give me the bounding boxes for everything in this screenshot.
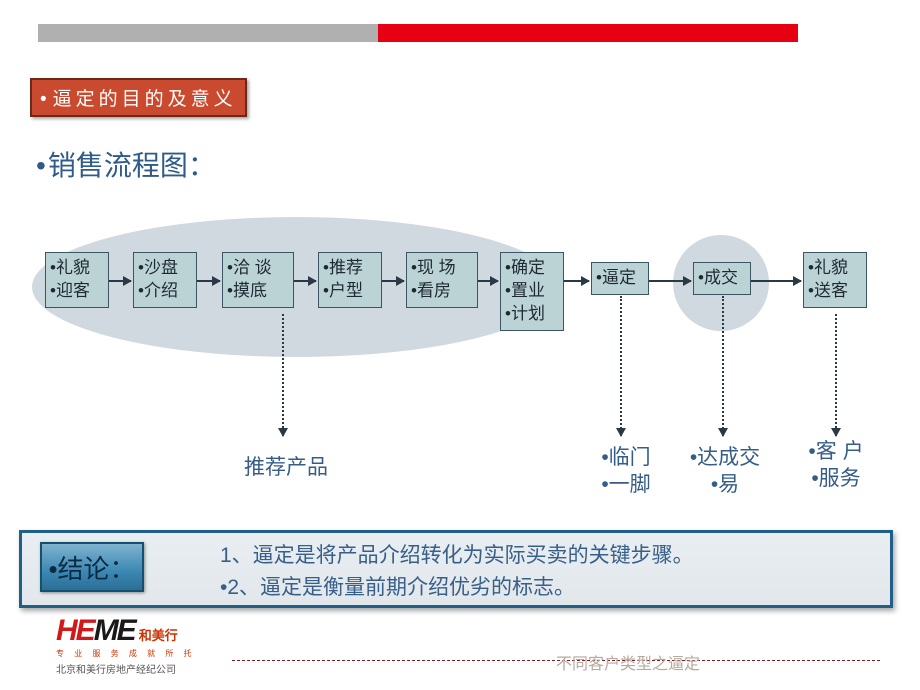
section-badge: 逼定的目的及意义 bbox=[30, 78, 247, 117]
brand-logo: HEME 和美行 专 业 服 务 成 就 所 托 北京和美行房地产经纪公司 bbox=[56, 614, 196, 676]
flow-node-5: 确定置业计划 bbox=[500, 252, 564, 331]
logo-tagline: 专 业 服 务 成 就 所 托 bbox=[56, 648, 196, 659]
header-bar-red bbox=[378, 24, 798, 42]
conclusion-chip-text: •结论： bbox=[48, 549, 135, 586]
annotation-1: 临门一脚 bbox=[586, 444, 666, 499]
footer-caption: 不同客户类型之逼定 bbox=[556, 650, 700, 674]
annotation-line: 服务 bbox=[796, 465, 876, 492]
conclusion-chip: •结论： bbox=[40, 542, 144, 592]
flow-node-line: 户型 bbox=[323, 280, 377, 303]
flow-node-8: 礼貌送客 bbox=[803, 252, 867, 308]
flow-node-6: 逼定 bbox=[591, 262, 649, 295]
flow-node-line: 沙盘 bbox=[138, 257, 192, 280]
annotation-0: 推荐产品 bbox=[236, 454, 336, 481]
dash-down-2 bbox=[722, 296, 724, 436]
group-ellipse-1 bbox=[32, 217, 560, 357]
conclusion-line: 1、逼定是将产品介绍转化为实际买卖的关键步骤。 bbox=[220, 540, 694, 572]
flow-node-line: 推荐 bbox=[323, 257, 377, 280]
conclusion-line: 2、逼定是衡量前期介绍优劣的标志。 bbox=[220, 572, 694, 604]
annotation-line: 易 bbox=[680, 471, 770, 498]
flow-node-line: 送客 bbox=[808, 280, 862, 303]
annotation-line: 客 户 bbox=[796, 438, 876, 465]
arrow-right-0 bbox=[109, 280, 131, 282]
header-bar-gray bbox=[38, 24, 378, 42]
annotation-2: 达成交易 bbox=[680, 444, 770, 499]
flow-node-line: 逼定 bbox=[596, 267, 644, 290]
flow-title: 销售流程图： bbox=[36, 144, 216, 184]
flow-node-4: 现 场看房 bbox=[406, 252, 478, 308]
flow-node-line: 确定 bbox=[505, 257, 559, 280]
annotation-3: 客 户服务 bbox=[796, 438, 876, 493]
flow-node-line: 现 场 bbox=[411, 257, 473, 280]
annotation-line: 一脚 bbox=[586, 471, 666, 498]
flow-node-2: 洽 谈摸底 bbox=[222, 252, 294, 308]
flow-node-line: 介绍 bbox=[138, 280, 192, 303]
arrow-right-6 bbox=[649, 280, 691, 282]
logo-wordmark: HEME 和美行 bbox=[56, 614, 196, 648]
flow-node-0: 礼貌迎客 bbox=[45, 252, 109, 308]
arrow-right-3 bbox=[382, 280, 404, 282]
flow-node-line: 看房 bbox=[411, 280, 473, 303]
flow-node-1: 沙盘介绍 bbox=[133, 252, 197, 308]
dash-down-3 bbox=[835, 314, 837, 436]
flow-node-line: 洽 谈 bbox=[227, 257, 289, 280]
flow-node-line: 礼貌 bbox=[50, 257, 104, 280]
flow-node-line: 置业 bbox=[505, 280, 559, 303]
flow-node-3: 推荐户型 bbox=[318, 252, 382, 308]
annotation-line: 临门 bbox=[586, 444, 666, 471]
flow-node-line: 成交 bbox=[698, 267, 746, 290]
logo-company: 北京和美行房地产经纪公司 bbox=[56, 661, 196, 676]
logo-cn: 和美行 bbox=[139, 628, 178, 643]
dash-down-0 bbox=[282, 314, 284, 436]
annotation-line: 达成交 bbox=[680, 444, 770, 471]
section-badge-text: 逼定的目的及意义 bbox=[40, 89, 237, 110]
flow-node-line: 摸底 bbox=[227, 280, 289, 303]
arrow-right-2 bbox=[294, 280, 316, 282]
logo-he: HE bbox=[56, 614, 94, 647]
annotation-line: 推荐产品 bbox=[236, 454, 336, 481]
conclusion-text: 1、逼定是将产品介绍转化为实际买卖的关键步骤。2、逼定是衡量前期介绍优劣的标志。 bbox=[220, 540, 694, 603]
flow-node-line: 礼貌 bbox=[808, 257, 862, 280]
header-bar bbox=[38, 24, 798, 42]
arrow-right-4 bbox=[478, 280, 498, 282]
flow-node-7: 成交 bbox=[693, 262, 751, 295]
arrow-right-1 bbox=[197, 280, 220, 282]
flow-node-line: 迎客 bbox=[50, 280, 104, 303]
logo-me: ME bbox=[94, 614, 135, 647]
dash-down-1 bbox=[620, 296, 622, 436]
arrow-right-7 bbox=[751, 280, 801, 282]
arrow-right-5 bbox=[564, 280, 589, 282]
flow-node-line: 计划 bbox=[505, 303, 559, 326]
